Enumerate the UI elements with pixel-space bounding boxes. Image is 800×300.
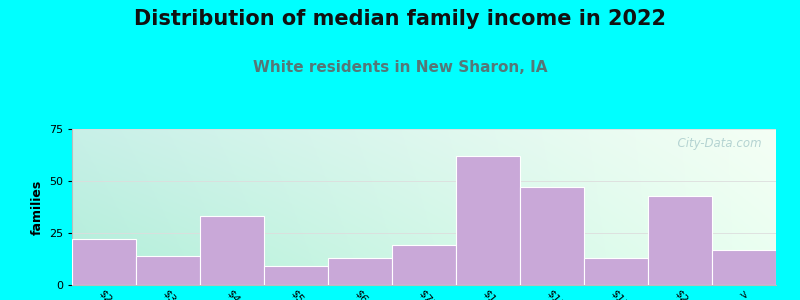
Bar: [200, 216, 264, 285]
Text: City-Data.com: City-Data.com: [670, 137, 762, 150]
Text: Distribution of median family income in 2022: Distribution of median family income in …: [134, 9, 666, 29]
Bar: [712, 250, 776, 285]
Text: White residents in New Sharon, IA: White residents in New Sharon, IA: [253, 60, 547, 75]
Bar: [392, 245, 456, 285]
Bar: [648, 196, 712, 285]
Bar: [520, 187, 584, 285]
Bar: [584, 258, 648, 285]
Bar: [136, 256, 200, 285]
Bar: [72, 239, 136, 285]
Y-axis label: families: families: [30, 179, 43, 235]
Bar: [328, 258, 392, 285]
Bar: [456, 156, 520, 285]
Bar: [264, 266, 328, 285]
